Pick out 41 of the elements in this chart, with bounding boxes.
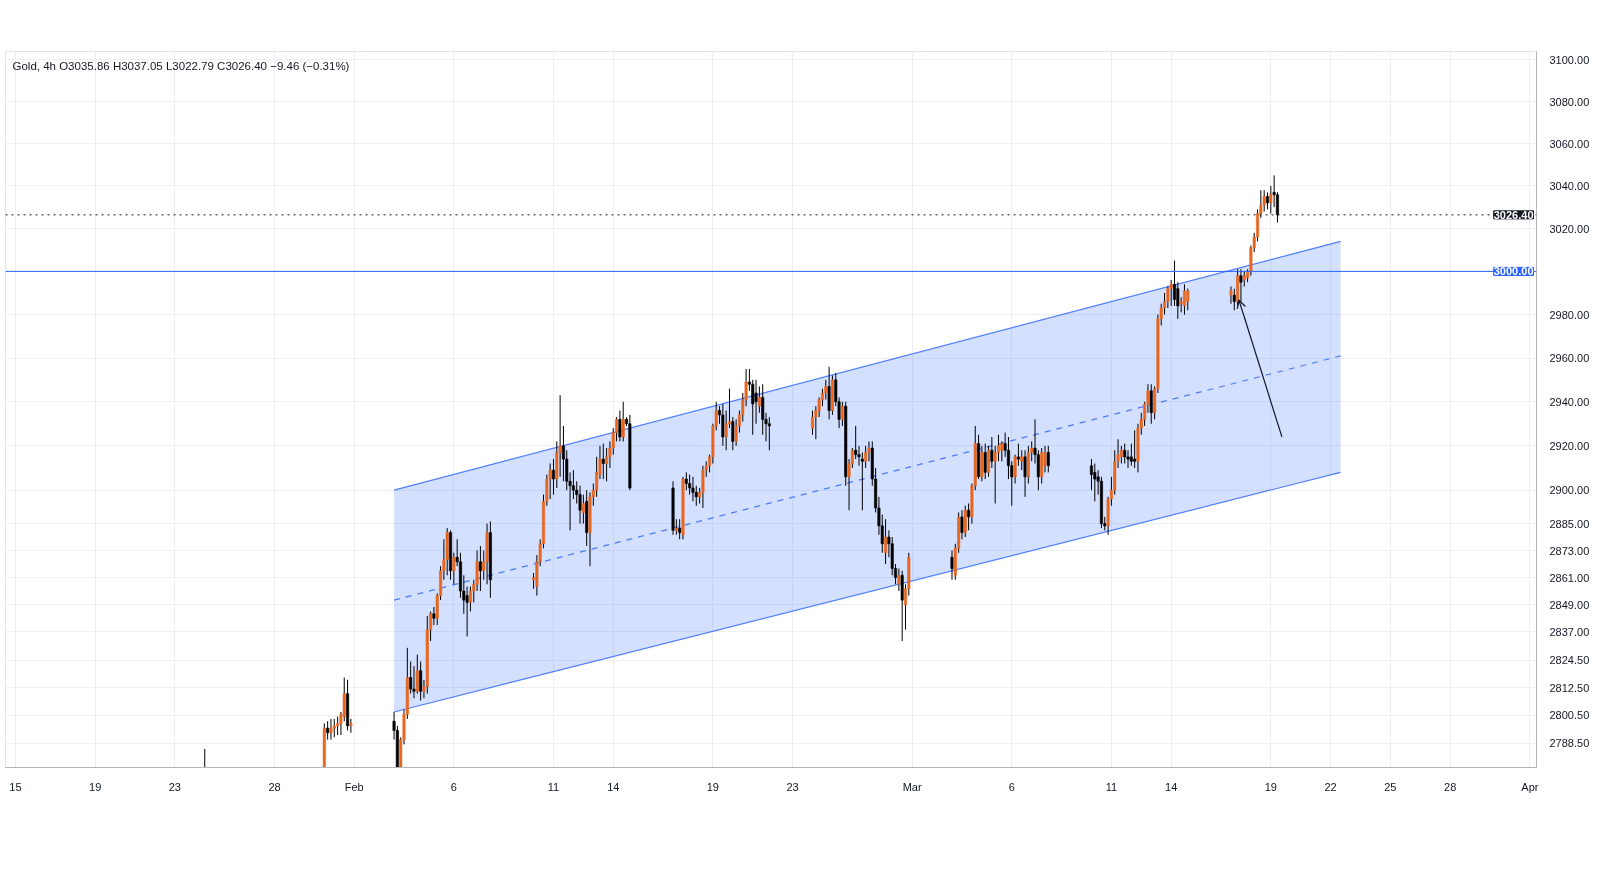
- y-tick-label: 2861.00: [1549, 571, 1590, 584]
- ref-line-label: 3000.00: [1493, 265, 1534, 278]
- y-tick-label: 2812.50: [1549, 681, 1590, 694]
- x-tick-label: 25: [1384, 780, 1397, 793]
- x-tick-label: 23: [786, 780, 799, 793]
- y-tick-label: 2960.00: [1549, 352, 1590, 365]
- y-tick-label: 2800.50: [1549, 709, 1590, 722]
- x-tick-label: 28: [268, 780, 281, 793]
- text: Gold, 4h O3035.86 H3037.05 L3022.79 C3026.40 −9.46 (−0.31%): [12, 59, 350, 72]
- x-tick-label: 6: [450, 780, 457, 793]
- y-tick-label: 3020.00: [1549, 222, 1590, 235]
- x-tick-label: 11: [547, 780, 560, 793]
- x-tick-label: 19: [1264, 780, 1277, 793]
- y-tick-label: 2940.00: [1549, 395, 1590, 408]
- y-tick-label: 3040.00: [1549, 179, 1590, 192]
- x-tick-label: 15: [9, 780, 22, 793]
- x-tick-label: Mar: [902, 780, 922, 793]
- y-tick-label: 2824.50: [1549, 654, 1590, 667]
- y-tick-label: 2885.00: [1549, 517, 1590, 530]
- x-tick-label: 28: [1444, 780, 1457, 793]
- x-tick-label: 14: [607, 780, 620, 793]
- x-tick-label: Apr: [1521, 780, 1539, 793]
- y-tick-label: 2788.50: [1549, 737, 1590, 750]
- y-tick-label: 2849.00: [1549, 598, 1590, 611]
- y-tick-label: 2873.00: [1549, 544, 1590, 557]
- x-tick-label: 11: [1105, 780, 1118, 793]
- y-tick-label: 2980.00: [1549, 308, 1590, 321]
- y-tick-label: 3060.00: [1549, 137, 1590, 150]
- y-tick-label: 2900.00: [1549, 484, 1590, 497]
- ref-line-label: 3026.40: [1493, 208, 1534, 221]
- x-tick-label: 22: [1324, 780, 1337, 793]
- x-tick-label: 6: [1008, 780, 1015, 793]
- y-tick-label: 3080.00: [1549, 95, 1590, 108]
- y-tick-label: 2920.00: [1549, 439, 1590, 452]
- x-tick-label: 19: [706, 780, 720, 793]
- y-tick-label: 2837.00: [1549, 625, 1590, 638]
- x-tick-label: 14: [1165, 780, 1178, 793]
- x-tick-label: Feb: [344, 780, 364, 793]
- y-tick-label: 3100.00: [1549, 53, 1590, 66]
- x-tick-label: 19: [89, 780, 102, 793]
- x-tick-label: 23: [168, 780, 182, 793]
